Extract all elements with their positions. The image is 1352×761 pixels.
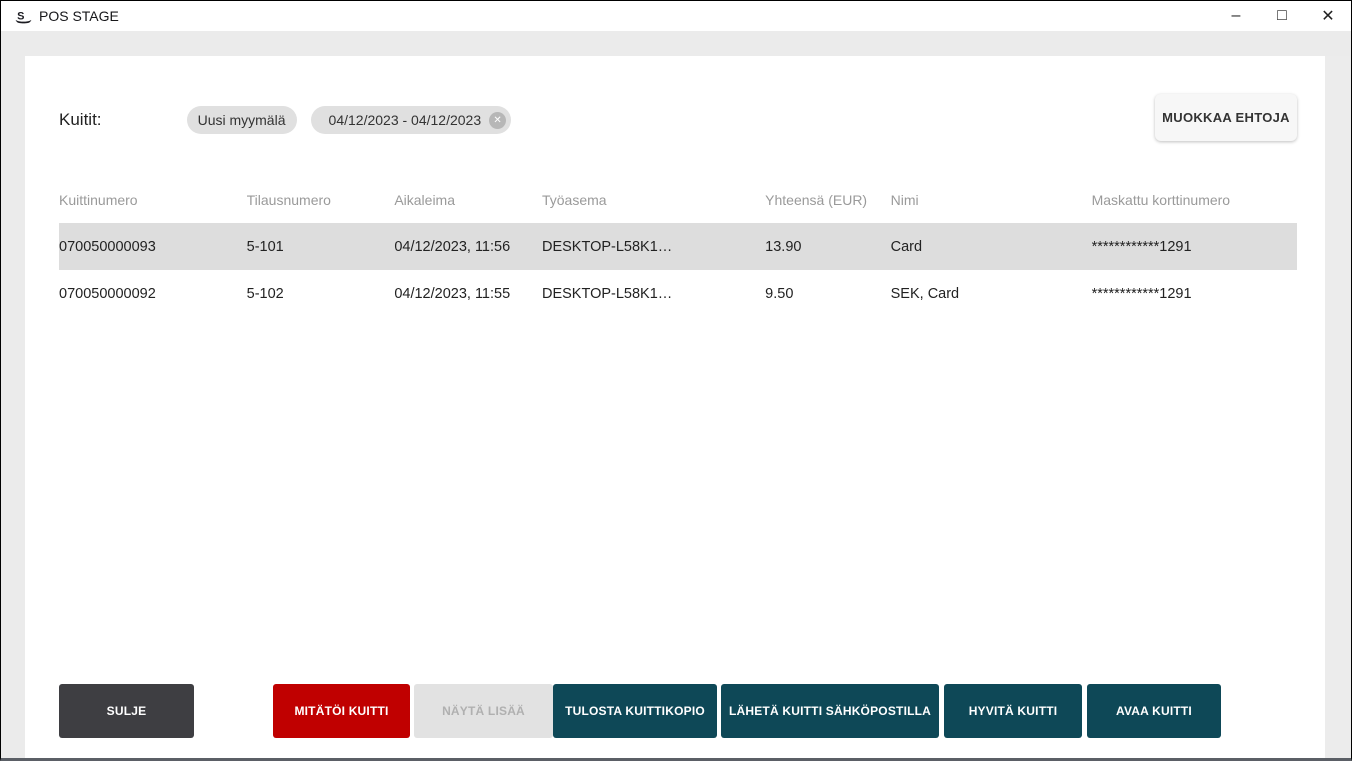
svg-text:S: S xyxy=(17,10,24,22)
